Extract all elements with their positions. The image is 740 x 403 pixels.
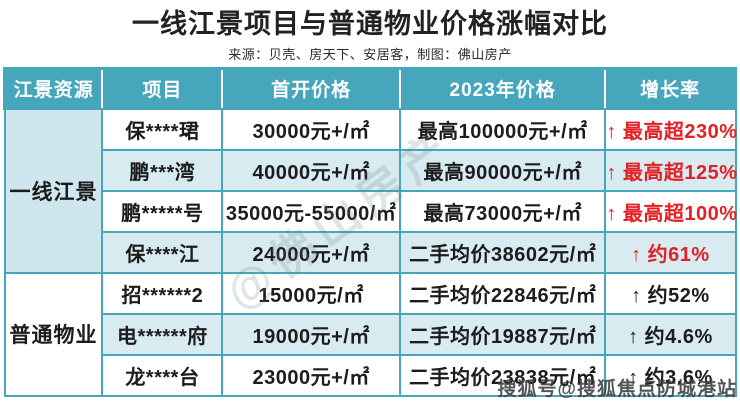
project-cell: 电******府 [101, 312, 224, 356]
first-price-cell: 40000元+/㎡ [221, 148, 401, 192]
growth-cell: ↑ 约52% [604, 271, 737, 315]
price-2023-cell: 二手均价22846元/㎡ [398, 271, 607, 315]
watermark-sohu-account: 搜狐号@搜狐焦点防城港站 [497, 379, 737, 400]
project-cell: 招******2 [101, 271, 224, 315]
group-cell-riverside: 一线江景 [3, 107, 104, 274]
growth-cell: ↑ 约61% [604, 230, 737, 274]
table-row: 鹏*****号 35000元-55000/㎡ 最高73000元+/㎡ ↑ 最高超… [5, 189, 737, 233]
column-header-growth-rate: 增长率 [604, 67, 738, 110]
first-price-cell: 30000元+/㎡ [221, 107, 401, 151]
column-header-project: 项目 [101, 67, 224, 110]
first-price-cell: 15000元/㎡ [221, 271, 401, 315]
project-cell: 保****江 [101, 230, 224, 274]
table-row: 保****江 24000元+/㎡ 二手均价38602元/㎡ ↑ 约61% [5, 230, 737, 274]
price-2023-cell: 最高100000元+/㎡ [398, 107, 607, 151]
project-cell: 鹏***湾 [101, 148, 224, 192]
price-2023-cell: 最高90000元+/㎡ [398, 148, 607, 192]
first-price-cell: 35000元-55000/㎡ [221, 189, 401, 233]
growth-cell: ↑ 最高超230% [604, 107, 737, 151]
column-header-2023-price: 2023年价格 [398, 67, 607, 110]
source-note: 来源：贝壳、房天下、安居客，制图：佛山房产 [228, 47, 512, 63]
price-comparison-table: 江景资源 项目 首开价格 2023年价格 增长率 一线江景 保****珺 300… [3, 67, 737, 397]
growth-cell: ↑ 约4.6% [604, 312, 737, 356]
project-cell: 保****珺 [101, 107, 224, 151]
price-2023-cell: 二手均价38602元/㎡ [398, 230, 607, 274]
group-cell-ordinary: 普通物业 [3, 271, 104, 397]
table-row: 一线江景 保****珺 30000元+/㎡ 最高100000元+/㎡ ↑ 最高超… [3, 107, 737, 274]
first-price-cell: 23000元+/㎡ [221, 353, 401, 397]
growth-cell: ↑ 最高超125% [604, 148, 737, 192]
price-2023-cell: 二手均价23838元/㎡ [398, 353, 607, 397]
table-row: 电******府 19000元+/㎡ 二手均价19887元/㎡ ↑ 约4.6% [5, 312, 737, 356]
growth-cell: ↑ 约3.6% [604, 353, 737, 397]
column-header-riverview-resource: 江景资源 [3, 67, 104, 110]
first-price-cell: 19000元+/㎡ [221, 312, 401, 356]
project-cell: 鹏*****号 [101, 189, 224, 233]
price-2023-cell: 最高73000元+/㎡ [398, 189, 607, 233]
price-2023-cell: 二手均价19887元/㎡ [398, 312, 607, 356]
project-cell: 龙****台 [101, 353, 224, 397]
table-row: 龙****台 23000元+/㎡ 二手均价23838元/㎡ ↑ 约3.6% [5, 353, 737, 397]
column-header-first-open-price: 首开价格 [221, 67, 401, 110]
table-row: 鹏***湾 40000元+/㎡ 最高90000元+/㎡ ↑ 最高超125% [5, 148, 737, 192]
growth-cell: ↑ 最高超100% [604, 189, 737, 233]
header-row: 江景资源 项目 首开价格 2023年价格 增长率 [3, 67, 738, 110]
page-title: 一线江景项目与普通物业价格涨幅对比 [132, 9, 608, 39]
first-price-cell: 24000元+/㎡ [221, 230, 401, 274]
table-row: 普通物业 招******2 15000元/㎡ 二手均价22846元/㎡ ↑ 约5… [3, 271, 737, 397]
